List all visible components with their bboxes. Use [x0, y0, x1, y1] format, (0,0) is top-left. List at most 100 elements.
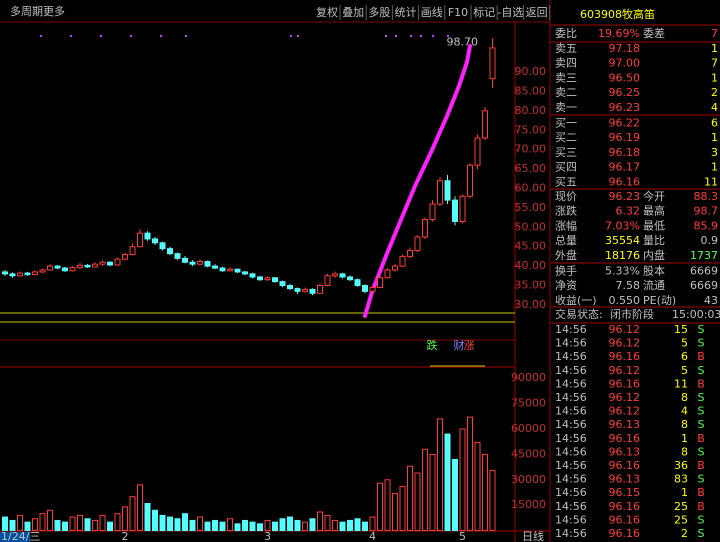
status-value: 闭市阶段	[610, 307, 654, 321]
trade-volume: 25	[674, 513, 688, 526]
trade-price: 96.16	[609, 350, 641, 363]
quote-label: 净资	[555, 278, 577, 292]
volume-bar	[332, 519, 338, 532]
candle-body	[39, 269, 46, 273]
candle-body	[159, 242, 166, 250]
candle-body	[264, 277, 271, 281]
y-tick-label: 70.00	[515, 143, 547, 156]
order-level: 卖二	[555, 86, 577, 99]
volume-bar	[347, 519, 353, 532]
order-price: 96.22	[609, 117, 641, 130]
volume-bar	[317, 511, 323, 532]
quote-value: 6669	[690, 265, 718, 278]
trade-time: 14:56	[555, 473, 587, 486]
toolbar-button[interactable]: 叠加	[342, 6, 364, 19]
toolbar-button[interactable]: -自选	[497, 6, 523, 19]
candle-body	[227, 268, 233, 272]
trade-volume: 5	[681, 364, 688, 377]
volume-bar	[77, 514, 83, 532]
order-volume: 7	[711, 57, 718, 70]
candle-body	[414, 236, 421, 252]
quote-label: PE(动)	[643, 294, 676, 307]
candle-body	[429, 203, 436, 221]
volume-bar	[174, 518, 181, 532]
trade-price: 96.15	[609, 486, 641, 499]
candle-body	[242, 271, 248, 275]
order-volume: 11	[704, 175, 718, 188]
trade-price: 96.12	[609, 364, 641, 377]
volume-bar	[167, 516, 173, 532]
quote-label: 内盘	[643, 248, 665, 262]
volume-bar	[452, 458, 458, 532]
quote-value: 35554	[605, 234, 640, 247]
toolbar-item[interactable]: 多周期	[10, 4, 43, 18]
stock-name: 牧高笛	[622, 7, 655, 21]
quote-label: 现价	[555, 190, 577, 203]
volume-bar	[122, 506, 128, 532]
volume-bar	[437, 418, 443, 532]
quote-label: 今开	[643, 189, 665, 203]
quote-label: 收益(一)	[555, 293, 597, 307]
quote-label: 流通	[643, 278, 665, 292]
y-tick-label: 30000	[511, 473, 546, 486]
volume-bar	[17, 514, 23, 532]
candle-body	[369, 286, 376, 292]
candle-body	[287, 285, 293, 290]
volume-bar	[482, 453, 488, 532]
volume-bar	[227, 518, 233, 532]
ratio-label: 委比	[555, 27, 577, 40]
quote-value: 0.9	[701, 234, 719, 247]
candle-body	[482, 110, 488, 139]
trade-side: S	[698, 473, 705, 486]
signal-dots	[40, 35, 449, 37]
toolbar-button[interactable]: 多股	[368, 5, 390, 19]
quote-label: 外盘	[555, 248, 577, 262]
candle-body	[407, 250, 413, 257]
order-price: 96.25	[609, 86, 641, 99]
order-price: 96.19	[609, 131, 641, 144]
volume-bar	[474, 442, 481, 532]
toolbar-item[interactable]: 更多	[43, 4, 65, 18]
trade-volume: 83	[674, 473, 688, 486]
quote-label: 涨跌	[555, 204, 577, 218]
order-level: 卖五	[555, 42, 577, 55]
trade-time: 14:56	[555, 350, 587, 363]
status-label: 交易状态:	[555, 307, 603, 321]
y-tick-label: 65.00	[515, 162, 547, 175]
trade-side: B	[697, 486, 705, 499]
volume-bar	[107, 521, 113, 532]
candle-body	[452, 199, 458, 222]
quote-label: 换手	[555, 264, 577, 278]
candle-body	[384, 269, 391, 279]
toolbar-button[interactable]: 复权	[316, 5, 338, 19]
toolbar-button[interactable]: 画线	[421, 5, 443, 19]
candle-body	[62, 267, 68, 272]
order-volume: 1	[711, 131, 718, 144]
trade-time: 14:56	[555, 323, 587, 336]
volume-bar	[114, 513, 121, 532]
indicator-label: 涨	[464, 339, 475, 352]
order-level: 卖三	[555, 71, 577, 84]
y-tick-label: 35.00	[515, 279, 547, 292]
toolbar-button[interactable]: 标记	[473, 5, 495, 19]
stock-code: 603908	[580, 8, 622, 21]
candle-body	[152, 238, 158, 244]
candle-body	[234, 268, 241, 273]
volume-bar	[189, 519, 196, 532]
order-level: 买四	[555, 161, 577, 174]
toolbar-button[interactable]: 返回	[526, 6, 548, 19]
trade-side: B	[697, 377, 705, 390]
toolbar-button[interactable]: 统计	[395, 6, 417, 19]
toolbar-button[interactable]: F10	[448, 6, 468, 19]
volume-bar	[92, 519, 98, 532]
trade-side: B	[697, 432, 705, 445]
candle-body	[137, 232, 143, 248]
trade-volume: 1	[681, 432, 688, 445]
candle-body	[399, 255, 406, 267]
volume-bar	[362, 521, 368, 532]
candle-body	[69, 267, 76, 272]
trade-price: 96.16	[609, 513, 641, 526]
volume-bar	[242, 519, 248, 532]
trade-volume: 4	[681, 405, 688, 418]
volume-bar	[354, 518, 361, 532]
